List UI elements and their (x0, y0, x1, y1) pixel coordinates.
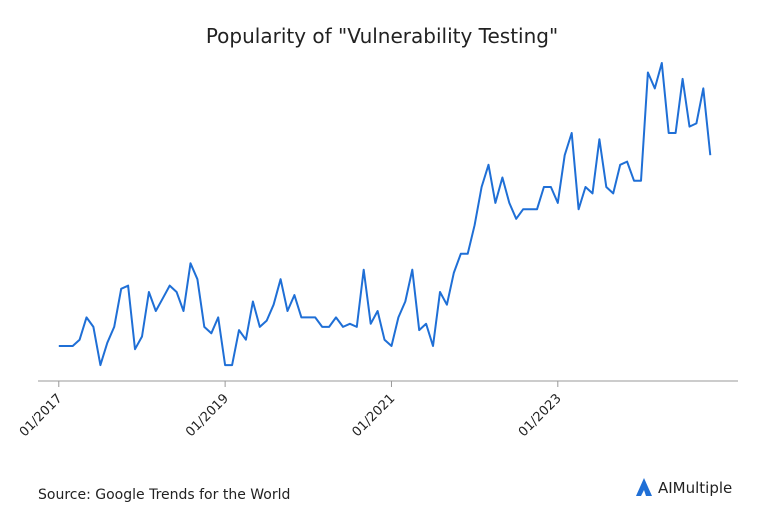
x-tick-label: 01/2023 (516, 391, 565, 440)
brand-name: AIMultiple (658, 479, 732, 497)
x-tick-label: 01/2019 (183, 391, 232, 440)
x-tick-label: 01/2021 (349, 391, 398, 440)
brand-logo: AIMultiple (636, 478, 732, 497)
chart-title: Popularity of "Vulnerability Testing" (206, 24, 558, 48)
source-note: Source: Google Trends for the World (38, 487, 290, 503)
x-tick-label: 01/2017 (17, 391, 66, 440)
line-series (58, 62, 712, 367)
logo-icon (636, 478, 652, 496)
